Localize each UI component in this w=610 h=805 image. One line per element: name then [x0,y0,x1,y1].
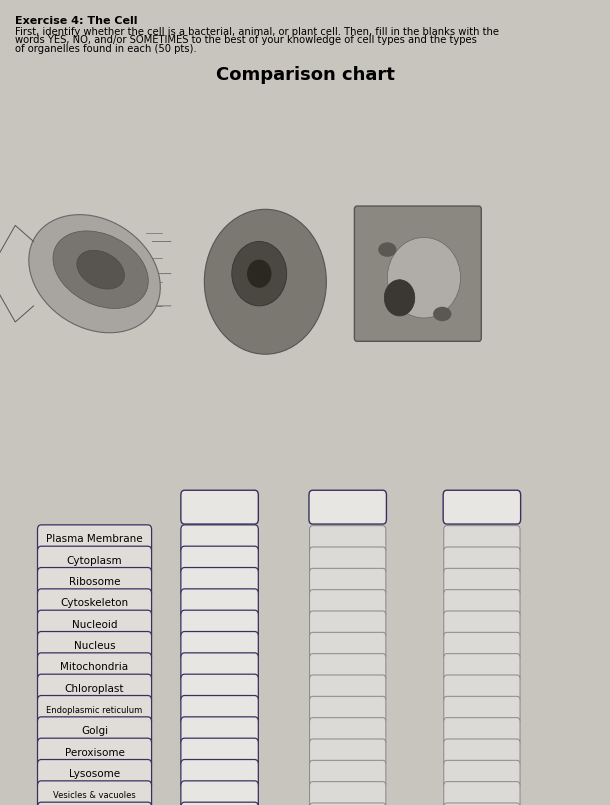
FancyBboxPatch shape [38,760,152,788]
FancyBboxPatch shape [444,760,520,787]
FancyBboxPatch shape [181,781,259,805]
Ellipse shape [204,209,326,354]
FancyBboxPatch shape [309,782,386,805]
FancyBboxPatch shape [444,803,520,805]
FancyBboxPatch shape [181,653,259,682]
FancyBboxPatch shape [444,568,520,596]
FancyBboxPatch shape [309,654,386,681]
Text: of organelles found in each (50 pts).: of organelles found in each (50 pts). [15,44,197,54]
FancyBboxPatch shape [309,490,387,524]
FancyBboxPatch shape [444,718,520,745]
FancyBboxPatch shape [444,782,520,805]
FancyBboxPatch shape [309,803,386,805]
FancyBboxPatch shape [354,206,481,341]
FancyBboxPatch shape [181,760,259,788]
FancyBboxPatch shape [181,490,259,524]
Text: Exercise 4: The Cell: Exercise 4: The Cell [15,16,138,26]
FancyBboxPatch shape [38,546,152,575]
FancyBboxPatch shape [38,675,152,704]
FancyBboxPatch shape [309,589,386,617]
Ellipse shape [433,307,451,321]
FancyBboxPatch shape [181,610,259,639]
FancyBboxPatch shape [38,525,152,554]
Text: First, identify whether the cell is a bacterial, animal, or plant cell. Then, fi: First, identify whether the cell is a ba… [15,27,499,36]
Ellipse shape [29,215,160,332]
FancyBboxPatch shape [444,675,520,702]
Ellipse shape [232,242,287,306]
FancyBboxPatch shape [181,568,259,597]
Text: Comparison chart: Comparison chart [215,66,395,84]
FancyBboxPatch shape [444,696,520,724]
FancyBboxPatch shape [38,696,152,724]
FancyBboxPatch shape [38,716,152,745]
FancyBboxPatch shape [444,547,520,575]
FancyBboxPatch shape [444,589,520,617]
FancyBboxPatch shape [444,739,520,766]
Ellipse shape [77,250,124,289]
FancyBboxPatch shape [309,568,386,596]
FancyBboxPatch shape [444,611,520,638]
Ellipse shape [247,259,271,287]
Text: Cytoskeleton: Cytoskeleton [60,598,129,609]
FancyBboxPatch shape [181,589,259,618]
Text: Plasma Membrane: Plasma Membrane [46,535,143,544]
FancyBboxPatch shape [181,546,259,575]
Text: Endoplasmic reticulum: Endoplasmic reticulum [46,705,143,715]
FancyBboxPatch shape [38,653,152,682]
FancyBboxPatch shape [181,696,259,724]
FancyBboxPatch shape [443,490,521,524]
Ellipse shape [384,280,415,316]
Ellipse shape [53,231,148,308]
FancyBboxPatch shape [38,802,152,805]
FancyBboxPatch shape [444,526,520,553]
Ellipse shape [378,242,396,257]
Text: Nucleus: Nucleus [74,641,115,651]
Text: Lysosome: Lysosome [69,769,120,779]
FancyBboxPatch shape [444,654,520,681]
FancyBboxPatch shape [309,633,386,660]
Text: Chloroplast: Chloroplast [65,683,124,694]
FancyBboxPatch shape [38,781,152,805]
FancyBboxPatch shape [309,760,386,787]
FancyBboxPatch shape [444,633,520,660]
FancyBboxPatch shape [38,610,152,639]
FancyBboxPatch shape [181,525,259,554]
FancyBboxPatch shape [309,739,386,766]
FancyBboxPatch shape [309,718,386,745]
FancyBboxPatch shape [309,611,386,638]
Text: Cytoplasm: Cytoplasm [66,555,123,566]
Ellipse shape [387,237,461,318]
FancyBboxPatch shape [38,589,152,618]
Text: Mitochondria: Mitochondria [60,663,129,672]
Text: Ribosome: Ribosome [69,577,120,587]
FancyBboxPatch shape [309,696,386,724]
FancyBboxPatch shape [38,738,152,767]
FancyBboxPatch shape [181,675,259,704]
FancyBboxPatch shape [181,716,259,745]
FancyBboxPatch shape [181,738,259,767]
Text: words YES, NO, and/or SOMETIMES to the best of your knowledge of cell types and : words YES, NO, and/or SOMETIMES to the b… [15,35,477,45]
FancyBboxPatch shape [181,631,259,660]
Text: Vesicles & vacuoles: Vesicles & vacuoles [53,791,136,800]
FancyBboxPatch shape [181,802,259,805]
Text: Nucleoid: Nucleoid [72,620,117,630]
FancyBboxPatch shape [309,547,386,575]
Text: Golgi: Golgi [81,726,108,737]
FancyBboxPatch shape [38,631,152,660]
Text: Peroxisome: Peroxisome [65,748,124,758]
FancyBboxPatch shape [309,526,386,553]
FancyBboxPatch shape [309,675,386,702]
FancyBboxPatch shape [38,568,152,597]
